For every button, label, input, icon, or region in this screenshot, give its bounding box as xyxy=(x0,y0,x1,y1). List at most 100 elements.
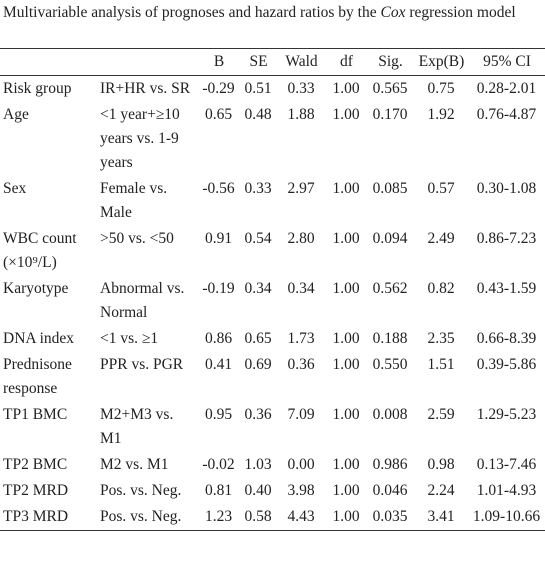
table-row: Prednisone response PPR vs. PGR 0.41 0.69 0.… xyxy=(0,352,545,402)
label-cell: TP3 MRD xyxy=(0,504,97,531)
value-cell: 0.40 xyxy=(244,482,272,499)
value-cell: 0.046 xyxy=(372,482,408,499)
value-cell: 0.34 xyxy=(287,280,315,297)
label-cell: Pos. vs. Neg. xyxy=(97,504,197,531)
label-cell: Risk group xyxy=(3,80,72,97)
value-cell: 0.76-4.87 xyxy=(476,106,537,123)
value-cell: 2.35 xyxy=(427,330,455,347)
label-cell: TP1 BMC xyxy=(3,406,68,423)
value-cell: 0.00 xyxy=(287,456,315,473)
value-cell: 0.33 xyxy=(287,80,315,97)
value-cell: 0.51 xyxy=(244,80,272,97)
value-cell: 1.03 xyxy=(244,456,272,473)
value-cell: 1.00 xyxy=(332,80,360,97)
value-cell: 0.66-8.39 xyxy=(476,330,537,347)
value-cell: 0.41 xyxy=(204,356,233,373)
value-cell: 0.36 xyxy=(287,356,315,373)
value-cell: 0.34 xyxy=(244,280,272,297)
header-cell: B xyxy=(197,48,240,76)
value-cell: 0.43-1.59 xyxy=(476,280,537,297)
value-cell: -0.29 xyxy=(202,80,235,97)
value-cell: 0.36 xyxy=(244,406,272,423)
table-row: Risk group IR+HR vs. SR -0.29 0.51 0.33 1.00 0… xyxy=(0,76,545,103)
value-cell: 3.41 xyxy=(414,504,468,531)
label-cell: Female vs. Male xyxy=(100,180,168,221)
value-cell: 1.00 xyxy=(326,504,366,531)
table-row: WBC count (×10⁹/L) >50 vs. <50 0.91 0.54 2.8… xyxy=(0,226,545,276)
value-cell: 0.82 xyxy=(427,280,455,297)
label-cell: Karyotype xyxy=(3,280,69,297)
value-cell: 0.65 xyxy=(204,106,233,123)
table-row: Sex Female vs. Male -0.56 0.33 2.97 1.00 0.085… xyxy=(0,176,545,226)
label-cell: TP2 BMC xyxy=(3,456,68,473)
label-cell: M2 vs. M1 xyxy=(100,456,169,473)
value-cell: 0.035 xyxy=(366,504,414,531)
table-row: TP2 MRD Pos. vs. Neg. 0.81 0.40 3.98 1.00 0.04… xyxy=(0,478,545,504)
value-cell: -0.56 xyxy=(202,180,235,197)
label-cell: <1 year+≥10 years vs. 1-9 years xyxy=(100,106,180,171)
value-cell: 0.085 xyxy=(372,180,408,197)
table-row: DNA index <1 vs. ≥1 0.86 0.65 1.73 1.00 0.188 2… xyxy=(0,326,545,352)
value-cell: 0.91 xyxy=(204,230,233,247)
value-cell: 3.98 xyxy=(287,482,315,499)
value-cell: 0.008 xyxy=(372,406,408,423)
label-cell: Sex xyxy=(3,180,27,197)
value-cell: 7.09 xyxy=(287,406,315,423)
value-cell: 1.00 xyxy=(332,406,360,423)
label-cell: IR+HR vs. SR xyxy=(100,80,191,97)
label-cell: Age xyxy=(3,106,29,123)
value-cell: 0.986 xyxy=(372,456,408,473)
value-cell: 1.01-4.93 xyxy=(476,482,537,499)
label-cell: DNA index xyxy=(3,330,75,347)
value-cell: 0.75 xyxy=(427,80,455,97)
value-cell: 1.00 xyxy=(332,482,360,499)
value-cell: 2.97 xyxy=(287,180,315,197)
value-cell: 0.69 xyxy=(244,356,272,373)
label-cell: >50 vs. <50 xyxy=(100,230,174,247)
value-cell: 1.51 xyxy=(427,356,455,373)
value-cell: 1.29-5.23 xyxy=(476,406,537,423)
value-cell: 1.88 xyxy=(287,106,315,123)
value-cell: 2.80 xyxy=(287,230,315,247)
value-cell: -0.02 xyxy=(202,456,235,473)
title-text: Multivariable analysis of prognoses and … xyxy=(3,4,381,21)
value-cell: 1.00 xyxy=(332,280,360,297)
header-cell: 95% CI xyxy=(468,48,545,76)
value-cell: 2.49 xyxy=(427,230,455,247)
value-cell: 0.65 xyxy=(244,330,272,347)
table-body: Risk group IR+HR vs. SR -0.29 0.51 0.33 1.00 0… xyxy=(0,76,545,531)
header-cell: Sig. xyxy=(366,48,414,76)
label-cell: PPR vs. PGR xyxy=(100,356,184,373)
value-cell: 0.188 xyxy=(372,330,408,347)
value-cell: 1.00 xyxy=(332,106,360,123)
title-italic: Cox xyxy=(380,4,406,21)
value-cell: 0.30-1.08 xyxy=(476,180,537,197)
value-cell: 0.562 xyxy=(372,280,408,297)
value-cell: 1.00 xyxy=(332,356,360,373)
value-cell: 0.86-7.23 xyxy=(476,230,537,247)
value-cell: 0.39-5.86 xyxy=(476,356,537,373)
header-cell: SE xyxy=(240,48,276,76)
value-cell: 4.43 xyxy=(276,504,326,531)
value-cell: 1.09-10.66 xyxy=(468,504,545,531)
label-cell: Pos. vs. Neg. xyxy=(100,482,182,499)
value-cell: 0.550 xyxy=(372,356,408,373)
label-cell: WBC count (×10⁹/L) xyxy=(3,230,77,271)
value-cell: 1.23 xyxy=(197,504,240,531)
value-cell: 1.00 xyxy=(332,230,360,247)
table-row: TP3 MRD Pos. vs. Neg. 1.23 0.58 4.43 1.00 0.03… xyxy=(0,504,545,531)
value-cell: 0.565 xyxy=(372,80,408,97)
value-cell: 0.95 xyxy=(204,406,233,423)
value-cell: 0.13-7.46 xyxy=(476,456,537,473)
value-cell: 2.24 xyxy=(427,482,455,499)
header-cell: Exp(B) xyxy=(414,48,468,76)
table-row: TP2 BMC M2 vs. M1 -0.02 1.03 0.00 1.00 0.986 0.… xyxy=(0,452,545,478)
label-cell: <1 vs. ≥1 xyxy=(100,330,159,347)
value-cell: 1.00 xyxy=(332,330,360,347)
value-cell: 0.48 xyxy=(244,106,272,123)
value-cell: 0.86 xyxy=(204,330,233,347)
header-cell: df xyxy=(326,48,366,76)
value-cell: -0.19 xyxy=(202,280,235,297)
value-cell: 0.98 xyxy=(427,456,455,473)
value-cell: 0.28-2.01 xyxy=(476,80,537,97)
